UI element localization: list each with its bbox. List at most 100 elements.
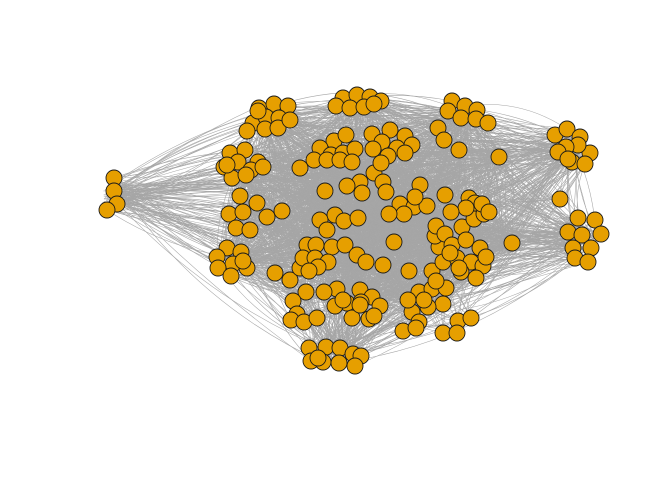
- graph-node-70: [258, 208, 276, 226]
- graph-node-108: [353, 184, 371, 202]
- graph-node-19: [327, 97, 345, 115]
- core-edge-548: [309, 167, 316, 215]
- graph-node-81: [266, 264, 284, 282]
- core-edge-662: [347, 167, 464, 193]
- graph-node-182: [334, 291, 352, 309]
- core-edge-523: [385, 254, 400, 289]
- graph-node-53: [503, 234, 521, 252]
- core-edge-487: [349, 202, 385, 256]
- graph-node-31: [435, 131, 453, 149]
- graph-node-62: [237, 166, 255, 184]
- nodes-layer: [98, 86, 610, 375]
- core-edge-437: [440, 158, 470, 181]
- graph-node-118: [372, 154, 390, 172]
- core-edge-536: [312, 164, 408, 185]
- core-edge-545: [388, 154, 428, 174]
- graph-node-20: [341, 99, 359, 117]
- graph-node-153: [480, 203, 498, 221]
- core-edge-473: [388, 163, 424, 172]
- graph-node-82: [281, 271, 299, 289]
- graph-node-135: [357, 253, 375, 271]
- graph-node-10: [238, 122, 256, 140]
- graph-node-3: [98, 201, 116, 219]
- graph-node-128: [336, 236, 354, 254]
- core-edge-668: [274, 163, 357, 207]
- core-edge-508: [278, 229, 441, 277]
- graph-node-41: [576, 155, 594, 173]
- graph-node-170: [343, 309, 361, 327]
- core-edge-493: [273, 212, 424, 234]
- graph-edge-649: [337, 232, 585, 362]
- graph-node-136: [374, 256, 392, 274]
- graph-node-123: [349, 209, 367, 227]
- graph-node-12: [269, 119, 287, 137]
- core-edge-616: [409, 224, 428, 234]
- graph-edge-1538: [216, 94, 358, 258]
- graph-edge-1375: [289, 116, 568, 130]
- core-edge-621: [393, 163, 463, 177]
- graph-node-63: [218, 156, 236, 174]
- graph-node-116: [395, 205, 413, 223]
- graph-edge-90: [112, 197, 330, 352]
- graph-node-14: [281, 111, 299, 129]
- graph-node-101: [364, 140, 382, 158]
- graph-node-80: [234, 252, 252, 270]
- graph-node-161: [467, 269, 485, 287]
- graph-node-195: [462, 309, 480, 327]
- core-edge-522: [271, 220, 453, 253]
- core-edge-596: [291, 189, 315, 266]
- graph-node-163: [477, 248, 495, 266]
- graph-node-181: [365, 307, 383, 325]
- graph-edge-1447: [368, 261, 589, 320]
- graph-node-199: [450, 259, 468, 277]
- graph-node-198: [427, 272, 445, 290]
- graph-node-27: [452, 109, 470, 127]
- graph-node-52: [579, 253, 597, 271]
- core-edge-70: [273, 185, 456, 220]
- graph-node-107: [338, 177, 356, 195]
- graph-node-64: [254, 158, 272, 176]
- graph-node-117: [380, 205, 398, 223]
- graph-node-124: [318, 221, 336, 239]
- core-edge-248: [413, 157, 423, 175]
- core-edge-265: [427, 170, 441, 178]
- core-edge-682: [301, 195, 406, 238]
- graph-node-138: [400, 262, 418, 280]
- graph-node-196: [448, 324, 466, 342]
- graph-node-46: [559, 223, 577, 241]
- core-edge-629: [443, 156, 448, 174]
- graph-node-180: [351, 296, 369, 314]
- core-edge-696: [290, 181, 296, 249]
- graph-node-151: [442, 203, 460, 221]
- graph-node-174: [297, 283, 315, 301]
- graph-node-50: [582, 239, 600, 257]
- graph-node-71: [273, 202, 291, 220]
- graph-node-45: [586, 211, 604, 229]
- core-edge-671: [335, 195, 357, 272]
- core-edge-501: [384, 177, 470, 269]
- core-edge-676: [271, 153, 290, 163]
- graph-node-185: [434, 295, 452, 313]
- core-edge-524: [403, 180, 442, 266]
- graph-node-133: [300, 262, 318, 280]
- graph-edge-1975: [431, 198, 561, 290]
- graph-edge-2067: [338, 257, 576, 364]
- core-edge-674: [359, 188, 468, 235]
- graph-node-26: [439, 102, 457, 120]
- graph-node-162: [441, 244, 459, 262]
- core-edge-680: [404, 197, 458, 231]
- graph-node-48: [592, 225, 610, 243]
- graph-node-22: [365, 95, 383, 113]
- graph-node-115: [406, 188, 424, 206]
- core-edge-612: [282, 153, 304, 168]
- graph-node-122: [335, 212, 353, 230]
- core-edge-457: [302, 160, 434, 172]
- core-edge-554: [338, 157, 466, 284]
- graph-node-34: [558, 120, 576, 138]
- graph-edge-2014: [457, 146, 567, 322]
- graph-node-96: [381, 121, 399, 139]
- graph-node-103: [396, 144, 414, 162]
- core-edge-646: [283, 158, 362, 230]
- graph-node-43: [551, 190, 569, 208]
- graph-node-32: [450, 141, 468, 159]
